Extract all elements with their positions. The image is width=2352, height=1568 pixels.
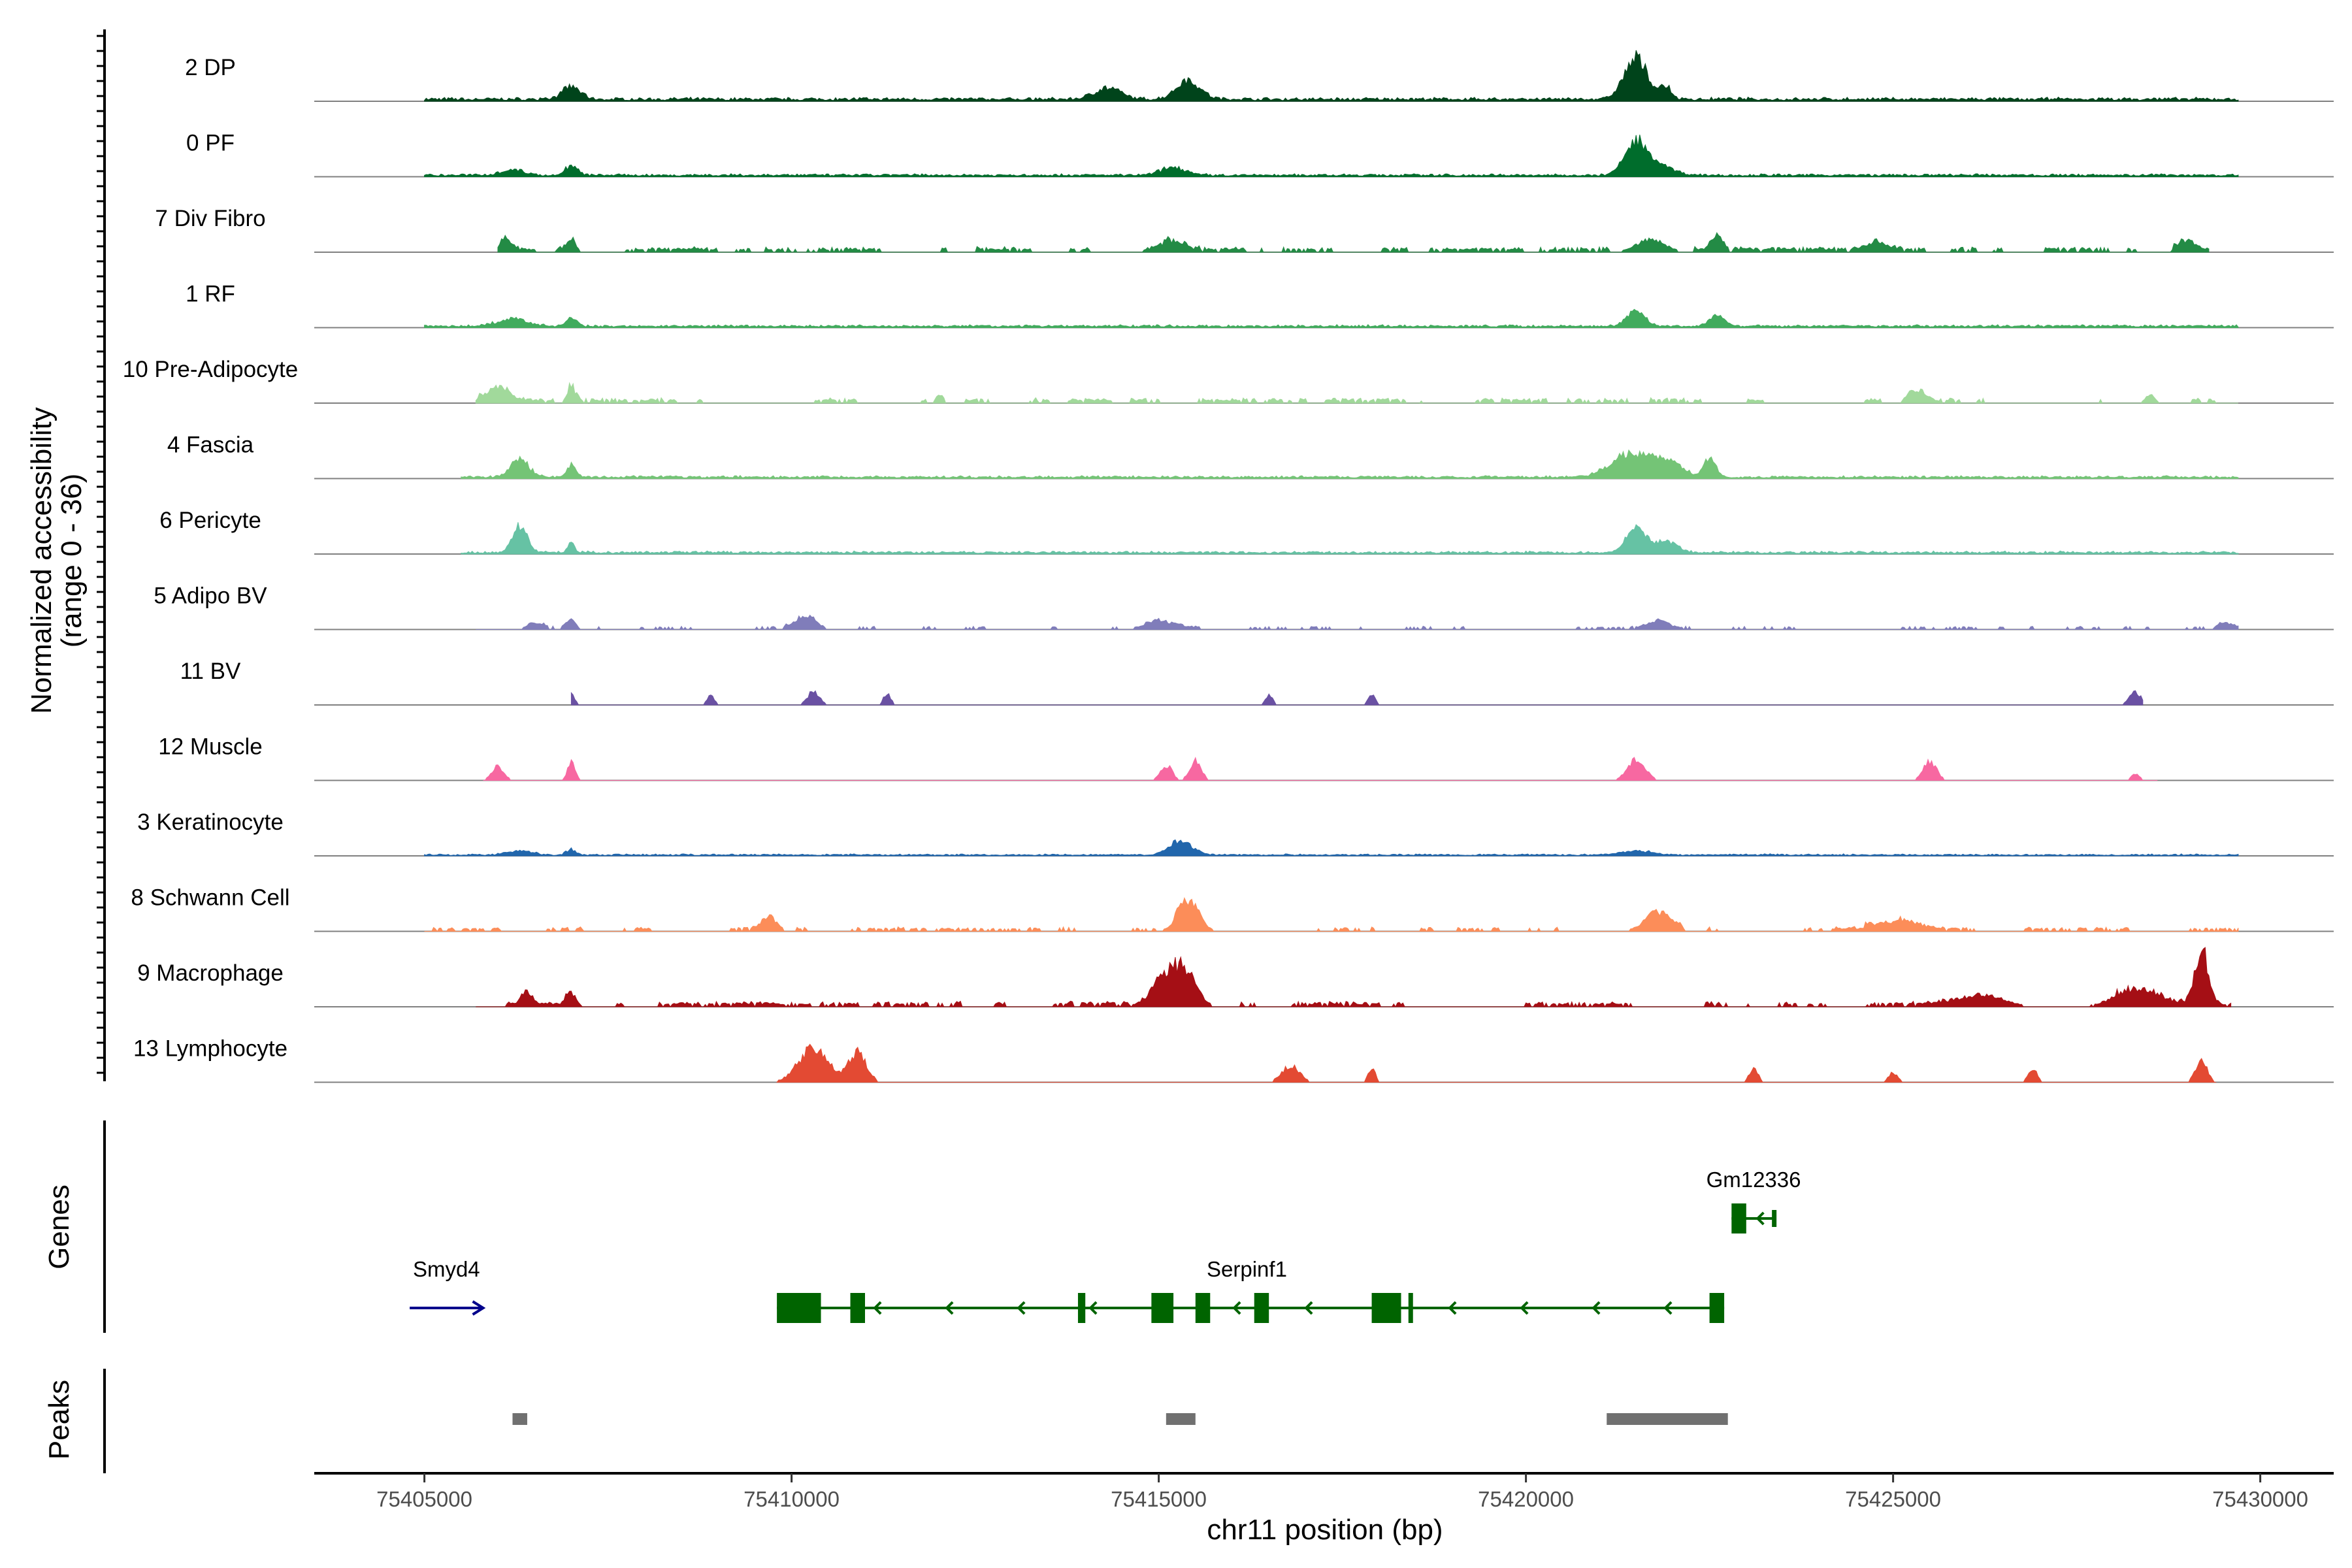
x-tick-label: 75415000 bbox=[1111, 1487, 1207, 1511]
strand-chevron bbox=[873, 1301, 882, 1315]
track-1-rf: 1 RF bbox=[186, 282, 2334, 329]
x-axis: 75405000 75410000 75415000 75420000 75425000… bbox=[376, 1473, 2308, 1511]
peak-region bbox=[1166, 1413, 1196, 1425]
track-0-pf: 0 PF bbox=[186, 131, 2334, 178]
gene-smyd4: Smyd4 bbox=[410, 1257, 486, 1316]
strand-chevron bbox=[1304, 1301, 1313, 1315]
track-12-muscle: 12 Muscle bbox=[158, 734, 2334, 781]
gene-exon bbox=[850, 1293, 865, 1323]
coverage-area bbox=[776, 1043, 2217, 1083]
track-label: 13 Lymphocyte bbox=[133, 1036, 287, 1062]
peaks-panel bbox=[512, 1413, 1728, 1425]
track-label: 7 Div Fibro bbox=[155, 206, 265, 231]
track-label: 1 RF bbox=[186, 282, 235, 307]
track-label: 3 Keratinocyte bbox=[137, 809, 284, 835]
coverage-area bbox=[461, 522, 2239, 555]
y-axis-title: Normalized accessibility bbox=[25, 407, 57, 713]
strand-chevron bbox=[1592, 1301, 1601, 1315]
coverage-area bbox=[424, 839, 2239, 857]
coverage-area bbox=[497, 232, 2210, 253]
strand-chevron bbox=[1017, 1301, 1026, 1315]
coverage-area bbox=[424, 135, 2239, 177]
gene-exon bbox=[1151, 1293, 1174, 1323]
track-10-pre-adipocyte: 10 Pre-Adipocyte bbox=[123, 357, 2334, 404]
x-tick-label: 75410000 bbox=[743, 1487, 840, 1511]
track-4-fascia: 4 Fascia bbox=[167, 433, 2334, 480]
gene-exon bbox=[1408, 1293, 1413, 1323]
x-tick-label: 75405000 bbox=[376, 1487, 472, 1511]
coverage-area bbox=[461, 449, 2239, 479]
gene-exon bbox=[1709, 1293, 1725, 1323]
y-axis-title-range: (range 0 - 36) bbox=[56, 474, 88, 648]
genes-panel: Smyd4 Serpinf1 Gm12336 bbox=[410, 1168, 1801, 1323]
track-3-keratinocyte: 3 Keratinocyte bbox=[137, 809, 2334, 857]
gene-name-label: Smyd4 bbox=[413, 1257, 480, 1281]
strand-arrowhead bbox=[472, 1300, 486, 1316]
gene-exon bbox=[1731, 1203, 1746, 1233]
gene-exon bbox=[1254, 1293, 1269, 1323]
gene-serpinf1: Serpinf1 bbox=[777, 1257, 1725, 1323]
gene-exon bbox=[1772, 1210, 1777, 1227]
track-label: 0 PF bbox=[186, 131, 235, 156]
track-label: 11 BV bbox=[180, 659, 241, 684]
track-label: 10 Pre-Adipocyte bbox=[123, 357, 298, 382]
peaks-panel-title: Peaks bbox=[43, 1380, 75, 1460]
track-7-div-fibro: 7 Div Fibro bbox=[155, 206, 2334, 253]
gene-exon bbox=[1077, 1293, 1086, 1323]
y-axis bbox=[97, 29, 106, 1081]
strand-chevron bbox=[1663, 1301, 1673, 1315]
gene-gm12336: Gm12336 bbox=[1707, 1168, 1801, 1233]
track-label: 6 Pericyte bbox=[159, 508, 261, 533]
track-label: 8 Schwann Cell bbox=[131, 885, 289, 911]
gene-exon bbox=[1371, 1293, 1401, 1323]
coverage-area bbox=[424, 308, 2239, 328]
track-2-dp: 2 DP bbox=[185, 50, 2334, 102]
track-9-macrophage: 9 Macrophage bbox=[137, 947, 2334, 1008]
strand-chevron bbox=[1448, 1301, 1457, 1315]
track-label: 4 Fascia bbox=[167, 433, 254, 458]
track-label: 9 Macrophage bbox=[137, 960, 284, 986]
track-label: 2 DP bbox=[185, 55, 236, 80]
strand-chevron bbox=[1232, 1301, 1241, 1315]
peak-region bbox=[512, 1413, 527, 1425]
gene-name-label: Gm12336 bbox=[1707, 1168, 1801, 1192]
track-label: 12 Muscle bbox=[158, 734, 263, 760]
coverage-area bbox=[483, 757, 2158, 781]
x-axis-title: chr11 position (bp) bbox=[1207, 1514, 1443, 1546]
strand-chevron bbox=[1756, 1211, 1765, 1226]
gene-name-label: Serpinf1 bbox=[1207, 1257, 1287, 1281]
genes-panel-title: Genes bbox=[43, 1184, 75, 1269]
x-tick-label: 75420000 bbox=[1478, 1487, 1574, 1511]
track-8-schwann-cell: 8 Schwann Cell bbox=[131, 885, 2334, 932]
coverage-area bbox=[424, 897, 2239, 932]
track-11-bv: 11 BV bbox=[180, 659, 2334, 706]
strand-chevron bbox=[1520, 1301, 1529, 1315]
coverage-tracks: 2 DP 0 PF 7 Div Fibro 1 RF 10 Pre-Adipocyte 4… bbox=[123, 50, 2334, 1083]
gene-exon bbox=[1195, 1293, 1211, 1323]
strand-chevron bbox=[1088, 1301, 1098, 1315]
track-5-adipo-bv: 5 Adipo BV bbox=[154, 583, 2334, 630]
coverage-area bbox=[424, 50, 2239, 102]
coverage-area bbox=[476, 947, 2232, 1008]
track-13-lymphocyte: 13 Lymphocyte bbox=[133, 1036, 2334, 1083]
x-tick-label: 75425000 bbox=[1845, 1487, 1941, 1511]
strand-chevron bbox=[945, 1301, 954, 1315]
gene-exon bbox=[777, 1293, 821, 1323]
track-label: 5 Adipo BV bbox=[154, 583, 267, 609]
track-6-pericyte: 6 Pericyte bbox=[159, 508, 2334, 555]
x-tick-label: 75430000 bbox=[2212, 1487, 2308, 1511]
coverage-area bbox=[475, 382, 2238, 404]
coverage-area bbox=[476, 614, 2239, 630]
peak-region bbox=[1607, 1413, 1728, 1425]
coverage-area bbox=[570, 690, 2144, 706]
